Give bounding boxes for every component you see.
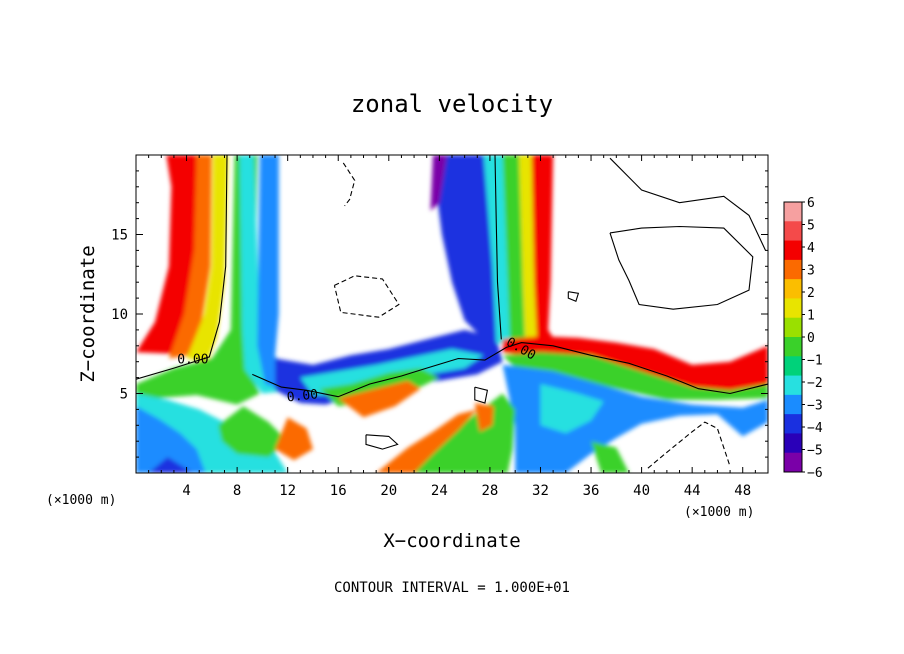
colorbar-tick-label: −6 [807, 466, 823, 481]
x-tick-label: 36 [583, 483, 600, 499]
contour-label: 0.00 [177, 352, 208, 367]
colorbar-tick-label: −2 [807, 376, 823, 391]
field-green-left [136, 155, 260, 405]
field-orange-patch [275, 417, 313, 461]
contour-interval-note: CONTOUR INTERVAL = 1.000E+01 [334, 580, 570, 596]
field-green-patch [218, 406, 288, 458]
field-red-column [531, 155, 554, 338]
zero-contour-loop [609, 225, 754, 310]
field-deepblue-lowerleft [148, 457, 193, 473]
dashed-contour-mid [333, 275, 400, 318]
colorbar-tick-label: 3 [807, 264, 815, 279]
field-yellow-left [186, 155, 229, 362]
x-tick-label: 20 [380, 483, 397, 499]
field-green-right [502, 352, 768, 400]
field-blue-column [436, 155, 500, 340]
zero-contour-small [567, 291, 580, 303]
field-green-lowerright [591, 441, 629, 473]
zero-contour-band [252, 342, 768, 398]
x-tick-label: 32 [532, 483, 549, 499]
colorbar-tick-label: 0 [807, 331, 815, 346]
zero-contour-lower [365, 434, 399, 450]
x-axis: 4 8 12 16 20 24 28 32 36 40 44 48 [148, 155, 756, 499]
field-blue-left [257, 155, 351, 400]
x-tick-label: 48 [734, 483, 751, 499]
colorbar-tick-label: 6 [807, 196, 815, 211]
colorbar-segment [784, 202, 802, 222]
dashed-contour-top [342, 162, 356, 207]
x-tick-label: 4 [182, 483, 190, 499]
x-unit-label-left: (×1000 m) [46, 493, 116, 508]
x-axis-label: X−coordinate [383, 530, 520, 552]
field-blue-lowerleft [136, 406, 206, 473]
colorbar-segment [784, 279, 802, 299]
x-tick-label: 24 [431, 483, 448, 499]
colorbar-segment [784, 433, 802, 454]
colorbar-segment [784, 337, 802, 357]
field-green-column [502, 155, 526, 349]
zero-contour-left [136, 155, 228, 380]
chart-title: zonal velocity [351, 90, 553, 118]
colorbar-segment [784, 317, 802, 338]
colorbar-tick-label: 1 [807, 309, 815, 324]
field-orange-lowercenter [376, 409, 478, 473]
dashed-contour-lowerright [647, 421, 731, 469]
zero-contour-upperright [609, 157, 766, 251]
x-unit-label-right: (×1000 m) [684, 505, 754, 520]
y-axis-label: Z−coordinate [77, 245, 99, 382]
colorbar: 6 5 4 3 2 1 0 −1 −2 −3 −4 −5 −6 [783, 196, 823, 481]
colorbar-tick-label: −4 [807, 421, 823, 436]
x-tick-label: 44 [684, 483, 701, 499]
field-orange-dot [474, 403, 494, 432]
colorbar-tick-label: 2 [807, 286, 815, 301]
contour-labels: 0.000.000.00 [177, 335, 538, 406]
field-orange-band [338, 380, 421, 418]
colorbar-segment [784, 298, 802, 319]
colorbar-tick-label: −3 [807, 399, 823, 414]
contour-label: 0.00 [286, 387, 319, 405]
colorbar-segment [784, 259, 802, 280]
x-tick-label: 8 [233, 483, 241, 499]
colorbar-segment [784, 240, 802, 261]
field-orange-left [168, 155, 212, 359]
x-tick-label: 16 [330, 483, 347, 499]
colorbar-tick-label: 5 [807, 219, 815, 234]
colorbar-segment [784, 414, 802, 434]
colorbar-segment [784, 375, 802, 396]
colorbar-tick-label: −1 [807, 354, 823, 369]
colorbar-segment [784, 394, 802, 415]
y-tick-label: 5 [120, 387, 128, 403]
colorbar-tick-label: −5 [807, 444, 823, 459]
zero-contour-column [494, 155, 502, 340]
y-axis: 5 10 15 [111, 170, 768, 458]
field-purple-column [430, 155, 447, 211]
colorbar-segment [784, 356, 802, 377]
zero-contour-dot [474, 386, 489, 404]
y-tick-label: 15 [111, 228, 128, 244]
field-cyan-right [540, 384, 604, 434]
colorbar-segment [784, 452, 802, 473]
colorbar-tick-label: 4 [807, 241, 815, 256]
field-cyan-band [300, 349, 484, 396]
x-tick-label: 28 [481, 483, 498, 499]
x-tick-label: 12 [279, 483, 296, 499]
velocity-field [136, 155, 768, 473]
x-tick-label: 40 [633, 483, 650, 499]
y-tick-label: 10 [111, 307, 128, 323]
field-red-left [136, 155, 197, 354]
colorbar-segment [784, 221, 802, 242]
